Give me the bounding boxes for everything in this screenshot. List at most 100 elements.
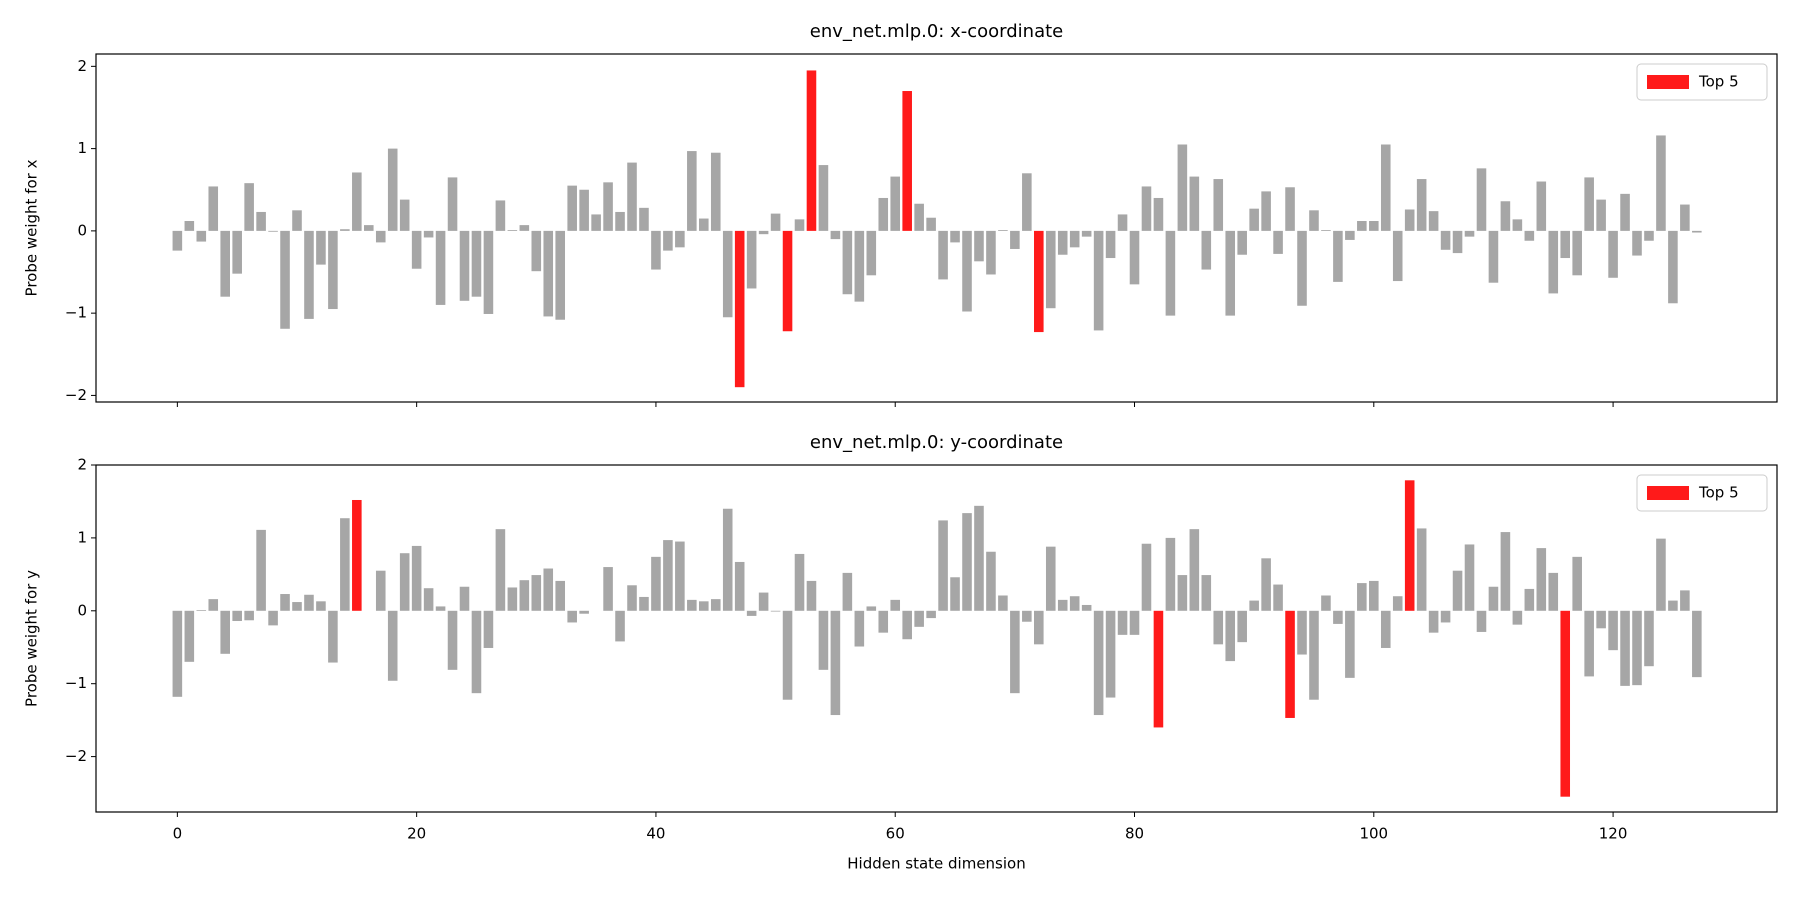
bar — [1189, 176, 1200, 231]
bar — [1380, 610, 1391, 648]
bar — [316, 601, 326, 611]
bar — [1392, 230, 1403, 282]
x-tick-label: 20 — [407, 825, 426, 843]
bar — [1680, 204, 1690, 231]
bar — [1022, 610, 1032, 622]
bar — [304, 594, 314, 611]
bar — [1237, 610, 1247, 643]
bar — [854, 610, 865, 647]
y-tick-label: 2 — [77, 57, 87, 75]
bar — [651, 230, 661, 270]
y-tick-label: −1 — [65, 674, 87, 692]
bar — [268, 230, 278, 232]
bar — [292, 602, 302, 611]
bar — [1225, 610, 1236, 662]
bar — [220, 610, 231, 654]
bar — [1177, 575, 1188, 611]
bar — [280, 230, 290, 329]
bar — [1081, 230, 1092, 237]
bar — [1476, 610, 1487, 632]
bar — [663, 230, 673, 251]
bar — [507, 230, 518, 231]
bar — [770, 213, 781, 231]
bar — [663, 540, 673, 611]
bar — [172, 230, 183, 251]
bar — [411, 230, 422, 269]
bar — [878, 610, 889, 633]
bar — [1261, 191, 1271, 231]
bar — [447, 177, 458, 231]
bar — [842, 572, 853, 611]
bar — [1536, 181, 1547, 231]
bar — [914, 203, 924, 231]
bar — [1416, 179, 1427, 231]
bar — [208, 186, 219, 231]
bar — [1500, 201, 1511, 231]
bar — [1045, 230, 1056, 309]
bar — [675, 541, 685, 611]
bar — [435, 606, 446, 611]
bar — [710, 152, 721, 231]
bar — [387, 610, 398, 681]
bar — [926, 610, 936, 619]
bar — [172, 610, 183, 697]
bar — [1333, 230, 1343, 282]
bar — [830, 230, 841, 240]
bar — [1249, 600, 1259, 611]
bar — [722, 508, 733, 611]
legend-label: Top 5 — [1698, 73, 1739, 91]
bar — [1500, 532, 1511, 611]
bar — [579, 189, 589, 231]
bar — [375, 230, 386, 243]
bar — [639, 207, 649, 231]
bar — [890, 176, 901, 231]
bar — [1057, 599, 1068, 611]
legend-swatch — [1647, 486, 1689, 500]
bar — [758, 230, 769, 235]
bar — [1141, 186, 1152, 231]
chart-title: env_net.mlp.0: y-coordinate — [810, 432, 1063, 453]
bar — [352, 499, 362, 611]
bar — [627, 162, 637, 231]
bar — [1309, 610, 1319, 700]
bar — [806, 70, 817, 231]
bar — [447, 610, 458, 670]
bar — [1392, 596, 1403, 611]
bar — [902, 610, 912, 640]
bar — [866, 230, 877, 276]
bar — [878, 197, 889, 231]
bar — [1572, 230, 1582, 276]
bar — [1476, 168, 1487, 231]
bar — [746, 230, 757, 289]
bar — [1177, 144, 1188, 231]
bar — [399, 553, 410, 611]
bar — [1249, 208, 1259, 231]
bar — [304, 230, 314, 319]
bar — [1153, 610, 1164, 728]
bar — [1692, 230, 1702, 233]
bar — [842, 230, 853, 295]
bar — [1165, 537, 1176, 611]
y-tick-label: −1 — [65, 304, 87, 322]
bar — [1273, 584, 1283, 611]
bar — [1081, 604, 1092, 611]
x-tick-label: 100 — [1359, 825, 1388, 843]
bar — [483, 230, 494, 314]
y-tick-label: −2 — [65, 386, 87, 404]
y-tick-label: 1 — [77, 139, 87, 157]
bar — [328, 610, 338, 663]
bar — [854, 230, 865, 302]
bar — [1452, 570, 1463, 611]
bar — [256, 529, 266, 611]
bar — [1057, 230, 1068, 255]
bar — [1261, 558, 1271, 611]
x-axis-label: Hidden state dimension — [847, 855, 1025, 873]
bar — [1560, 230, 1571, 259]
y-axis-label: Probe weight for x — [23, 159, 41, 296]
bar — [280, 594, 290, 611]
bar — [579, 610, 589, 614]
bar — [1201, 230, 1212, 270]
bar — [1428, 211, 1439, 231]
bar — [746, 610, 757, 616]
